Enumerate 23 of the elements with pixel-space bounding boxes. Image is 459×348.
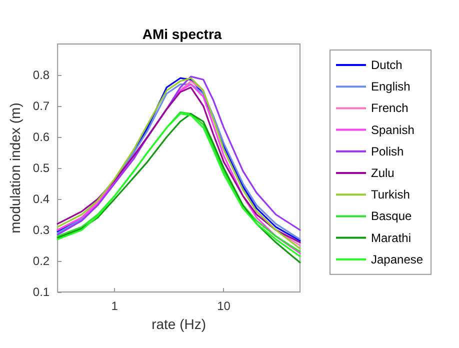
y-tick-label: 0.8 [32,68,50,82]
y-tick-label: 0.2 [32,254,50,268]
legend-label: Basque [371,209,412,224]
y-tick-label: 0.7 [32,99,50,113]
x-tick-label: 10 [217,299,231,313]
legend-label: Turkish [371,188,410,202]
y-tick-label: 0.3 [32,223,50,237]
y-tick-label: 0.5 [32,161,50,175]
legend-label: Zulu [371,166,394,180]
y-tick-label: 0.4 [32,192,50,206]
chart-title: AMi spectra [142,26,222,42]
legend-label: Marathi [371,230,412,245]
x-tick-label: 1 [111,299,118,313]
x-axis-title: rate (Hz) [152,316,206,332]
legend-label: Japanese [371,252,424,266]
legend-label: English [371,80,410,94]
y-axis-title: modulation index (m) [7,102,23,234]
legend-label: Polish [371,144,404,158]
y-tick-label: 0.6 [32,130,50,144]
y-tick-label: 0.1 [32,285,50,299]
legend-label: Dutch [371,58,402,72]
legend-label: French [371,101,408,116]
legend-label: Spanish [371,122,414,137]
